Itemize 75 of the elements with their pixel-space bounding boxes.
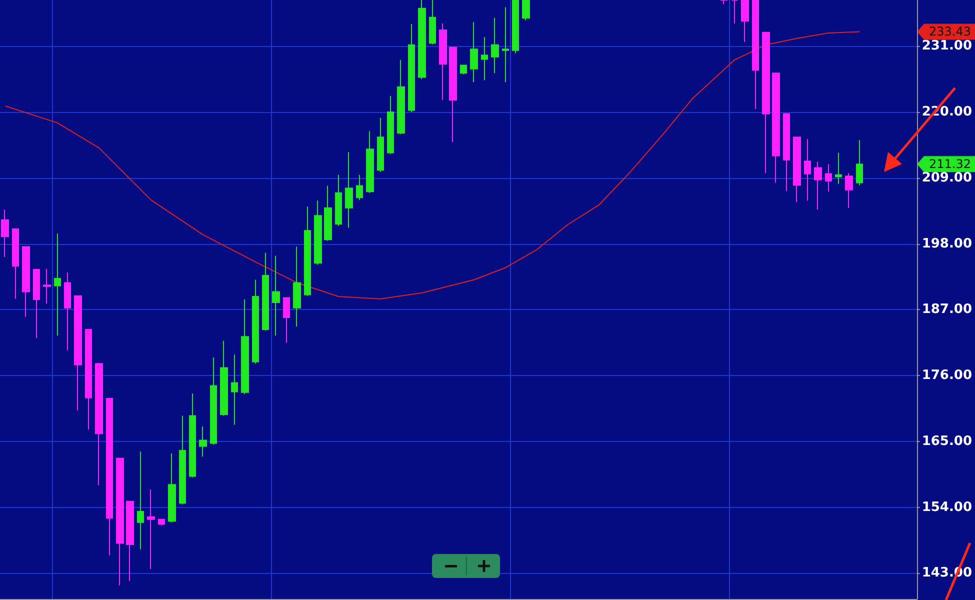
candlestick (324, 185, 332, 242)
candlestick (147, 488, 155, 570)
y-tick-label: 209.00 (922, 170, 972, 186)
candlestick (106, 398, 113, 556)
candlestick (439, 22, 447, 101)
candlestick (241, 299, 249, 395)
candlestick (210, 357, 217, 445)
candlestick (752, 0, 759, 110)
candlestick (762, 32, 770, 174)
candlestick (95, 363, 103, 486)
candlestick (126, 500, 134, 582)
candlestick (720, 0, 728, 5)
candlestick (449, 46, 457, 142)
candlestick (252, 279, 259, 364)
text: 233.43 (929, 24, 971, 39)
candlestick (814, 161, 822, 210)
candlestick (825, 164, 832, 192)
candlestick (783, 113, 790, 192)
candlestick (199, 426, 207, 457)
candlestick (85, 328, 92, 430)
candlestick (470, 22, 478, 83)
candlestick (158, 518, 165, 526)
candlestick (12, 228, 19, 300)
y-tick-label: 231.00 (922, 38, 972, 54)
candlestick (231, 354, 238, 426)
candlestick (856, 140, 863, 186)
candlestick (731, 0, 738, 24)
candlestick (741, 0, 749, 42)
candlestick (491, 17, 499, 74)
text: 211.32 (929, 157, 971, 172)
candlestick (22, 246, 30, 318)
candlestick (304, 206, 311, 296)
candlestick (512, 0, 519, 54)
y-tick-label: 198.00 (922, 236, 972, 252)
candlestick (314, 200, 322, 266)
candlestick (179, 415, 186, 505)
candlestick (345, 152, 353, 228)
candlestick (293, 246, 301, 327)
candlestick (408, 23, 415, 113)
candlestick (54, 233, 61, 336)
candlestick (74, 295, 82, 411)
candlestick (397, 59, 405, 135)
candlestick (522, 0, 530, 21)
candlestick (137, 451, 144, 550)
candlestick (1, 209, 9, 258)
candlestick (804, 138, 811, 202)
candlestick (335, 174, 342, 226)
candlestick (387, 95, 394, 154)
candlestick (189, 393, 196, 478)
candlestick (366, 130, 374, 194)
y-tick-label: 187.00 (922, 302, 972, 318)
candlestick (793, 136, 801, 202)
candlestick (460, 64, 467, 75)
candlestick (356, 174, 363, 201)
candlestick (835, 152, 842, 184)
candlestick (429, 0, 436, 45)
candlestick (845, 172, 853, 208)
candlestick (772, 72, 780, 184)
candlestick (64, 272, 71, 351)
candlestick (33, 269, 40, 338)
line-series (4, 31, 860, 300)
candlestick (116, 458, 124, 586)
candlestick (168, 452, 176, 523)
candlestick (481, 36, 488, 81)
candlestick (377, 118, 384, 172)
y-tick-label: 165.00 (922, 434, 972, 449)
candlestick (43, 268, 51, 304)
candlestick (272, 255, 280, 336)
y-tick-label: 176.00 (922, 368, 972, 384)
y-tick-label: 154.00 (922, 500, 972, 515)
candlestick (418, 0, 426, 80)
candlestick (220, 340, 228, 416)
candlestick (283, 297, 290, 344)
candlestick (262, 252, 269, 332)
candlestick (502, 6, 509, 83)
